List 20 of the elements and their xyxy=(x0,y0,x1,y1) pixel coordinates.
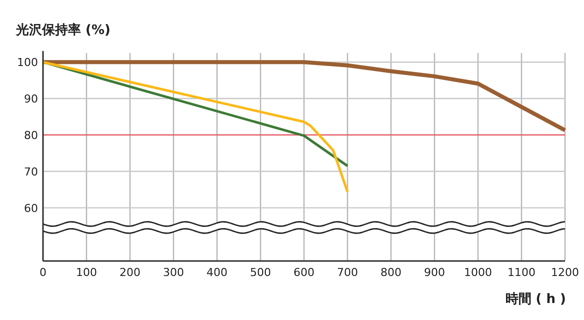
y-tick-label: 90 xyxy=(24,92,38,106)
x-tick-label: 1000 xyxy=(464,266,492,279)
x-tick-label: 200 xyxy=(120,266,140,279)
x-tick-label: 0 xyxy=(40,266,46,279)
y-tick-label: 70 xyxy=(24,165,38,178)
x-axis-title: 時間 ( h ) xyxy=(505,292,566,307)
y-tick-label: 80 xyxy=(24,128,38,142)
x-tick-label: 900 xyxy=(424,266,445,279)
x-tick-label: 1200 xyxy=(551,266,579,279)
x-tick-label: 500 xyxy=(250,266,271,279)
x-tick-label: 300 xyxy=(163,266,184,279)
x-tick-label: 400 xyxy=(206,266,228,279)
y-tick-label: 60 xyxy=(24,202,38,215)
x-tick-label: 700 xyxy=(337,266,358,279)
x-tick-label: 800 xyxy=(380,266,402,279)
y-axis-title: 光沢保持率 (%) xyxy=(15,22,110,38)
y-tick-label: 100 xyxy=(17,56,38,70)
x-tick-label: 1100 xyxy=(508,266,536,279)
x-tick-label: 100 xyxy=(76,266,97,279)
x-tick-label: 600 xyxy=(294,266,314,279)
